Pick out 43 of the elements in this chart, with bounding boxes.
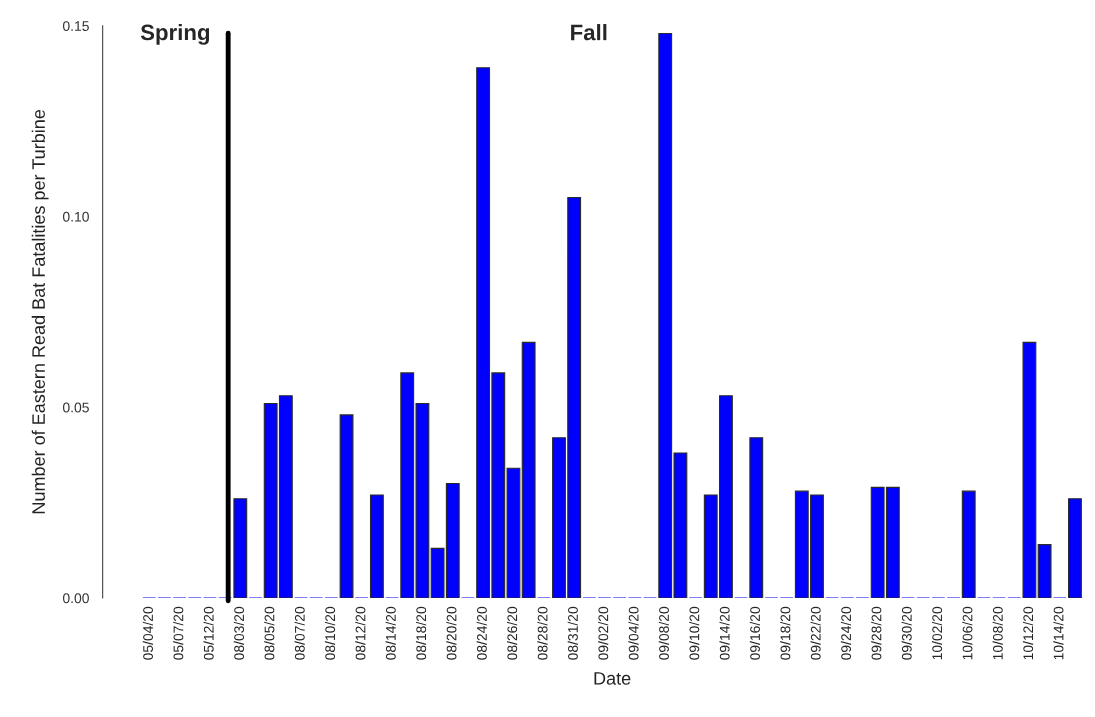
x-tick-label: 10/02/20 [931,606,943,660]
x-tick-label: 08/14/20 [385,606,396,660]
y-tick-label: 0.10 [62,211,89,222]
x-tick-label: 10/08/20 [992,606,1003,660]
x-tick-label: 09/08/20 [658,606,669,660]
x-tick-label: 10/12/20 [1022,606,1034,660]
x-tick-label: 10/06/20 [962,606,973,660]
x-tick-label: 05/07/20 [173,606,184,660]
bar [1068,498,1082,598]
x-tick-label: 08/07/20 [294,606,305,660]
y-tick-label: 0.15 [62,21,89,31]
x-axis-title: Date [594,672,631,685]
x-tick-label: 09/22/20 [810,606,821,660]
x-tick-label: 05/04/20 [142,606,153,660]
x-tick-label: 08/05/20 [264,606,275,660]
y-tick-label: 0.05 [62,402,89,413]
x-tick-label: 08/20/20 [446,606,457,660]
x-tick-label: 09/16/20 [749,606,760,660]
x-tick-label: 09/14/20 [719,606,730,660]
bar [369,494,384,598]
annotation: Fall [571,24,607,41]
y-tick-label: 0.00 [62,593,89,604]
x-tick-label: 09/24/20 [840,606,852,660]
x-tick-label: 09/10/20 [689,606,700,660]
x-tick-label: 09/04/20 [628,606,639,660]
x-tick-label: 08/12/20 [355,606,366,660]
x-tick-label: 05/12/20 [203,606,214,660]
x-tick-label: 08/28/20 [537,606,548,660]
x-tick-label: 08/03/20 [233,606,245,660]
x-tick-label: 09/18/20 [780,606,791,660]
x-tick-label: 09/02/20 [598,606,609,660]
bar [961,490,976,598]
x-tick-label: 08/26/20 [506,606,518,660]
x-tick-label: 08/18/20 [415,606,427,660]
annotation: Spring [140,23,210,45]
x-tick-label: 10/14/20 [1053,606,1064,660]
y-axis-title: Number of Eastern Read Bat Fatalities per Turbine [31,109,49,514]
x-tick-label: 08/31/20 [567,606,578,660]
x-tick-label: 08/10/20 [324,606,336,660]
bar [749,437,764,598]
x-tick-label: 08/24/20 [476,606,487,660]
x-tick-label: 09/30/20 [901,606,912,660]
x-tick-label: 09/28/20 [871,606,882,660]
